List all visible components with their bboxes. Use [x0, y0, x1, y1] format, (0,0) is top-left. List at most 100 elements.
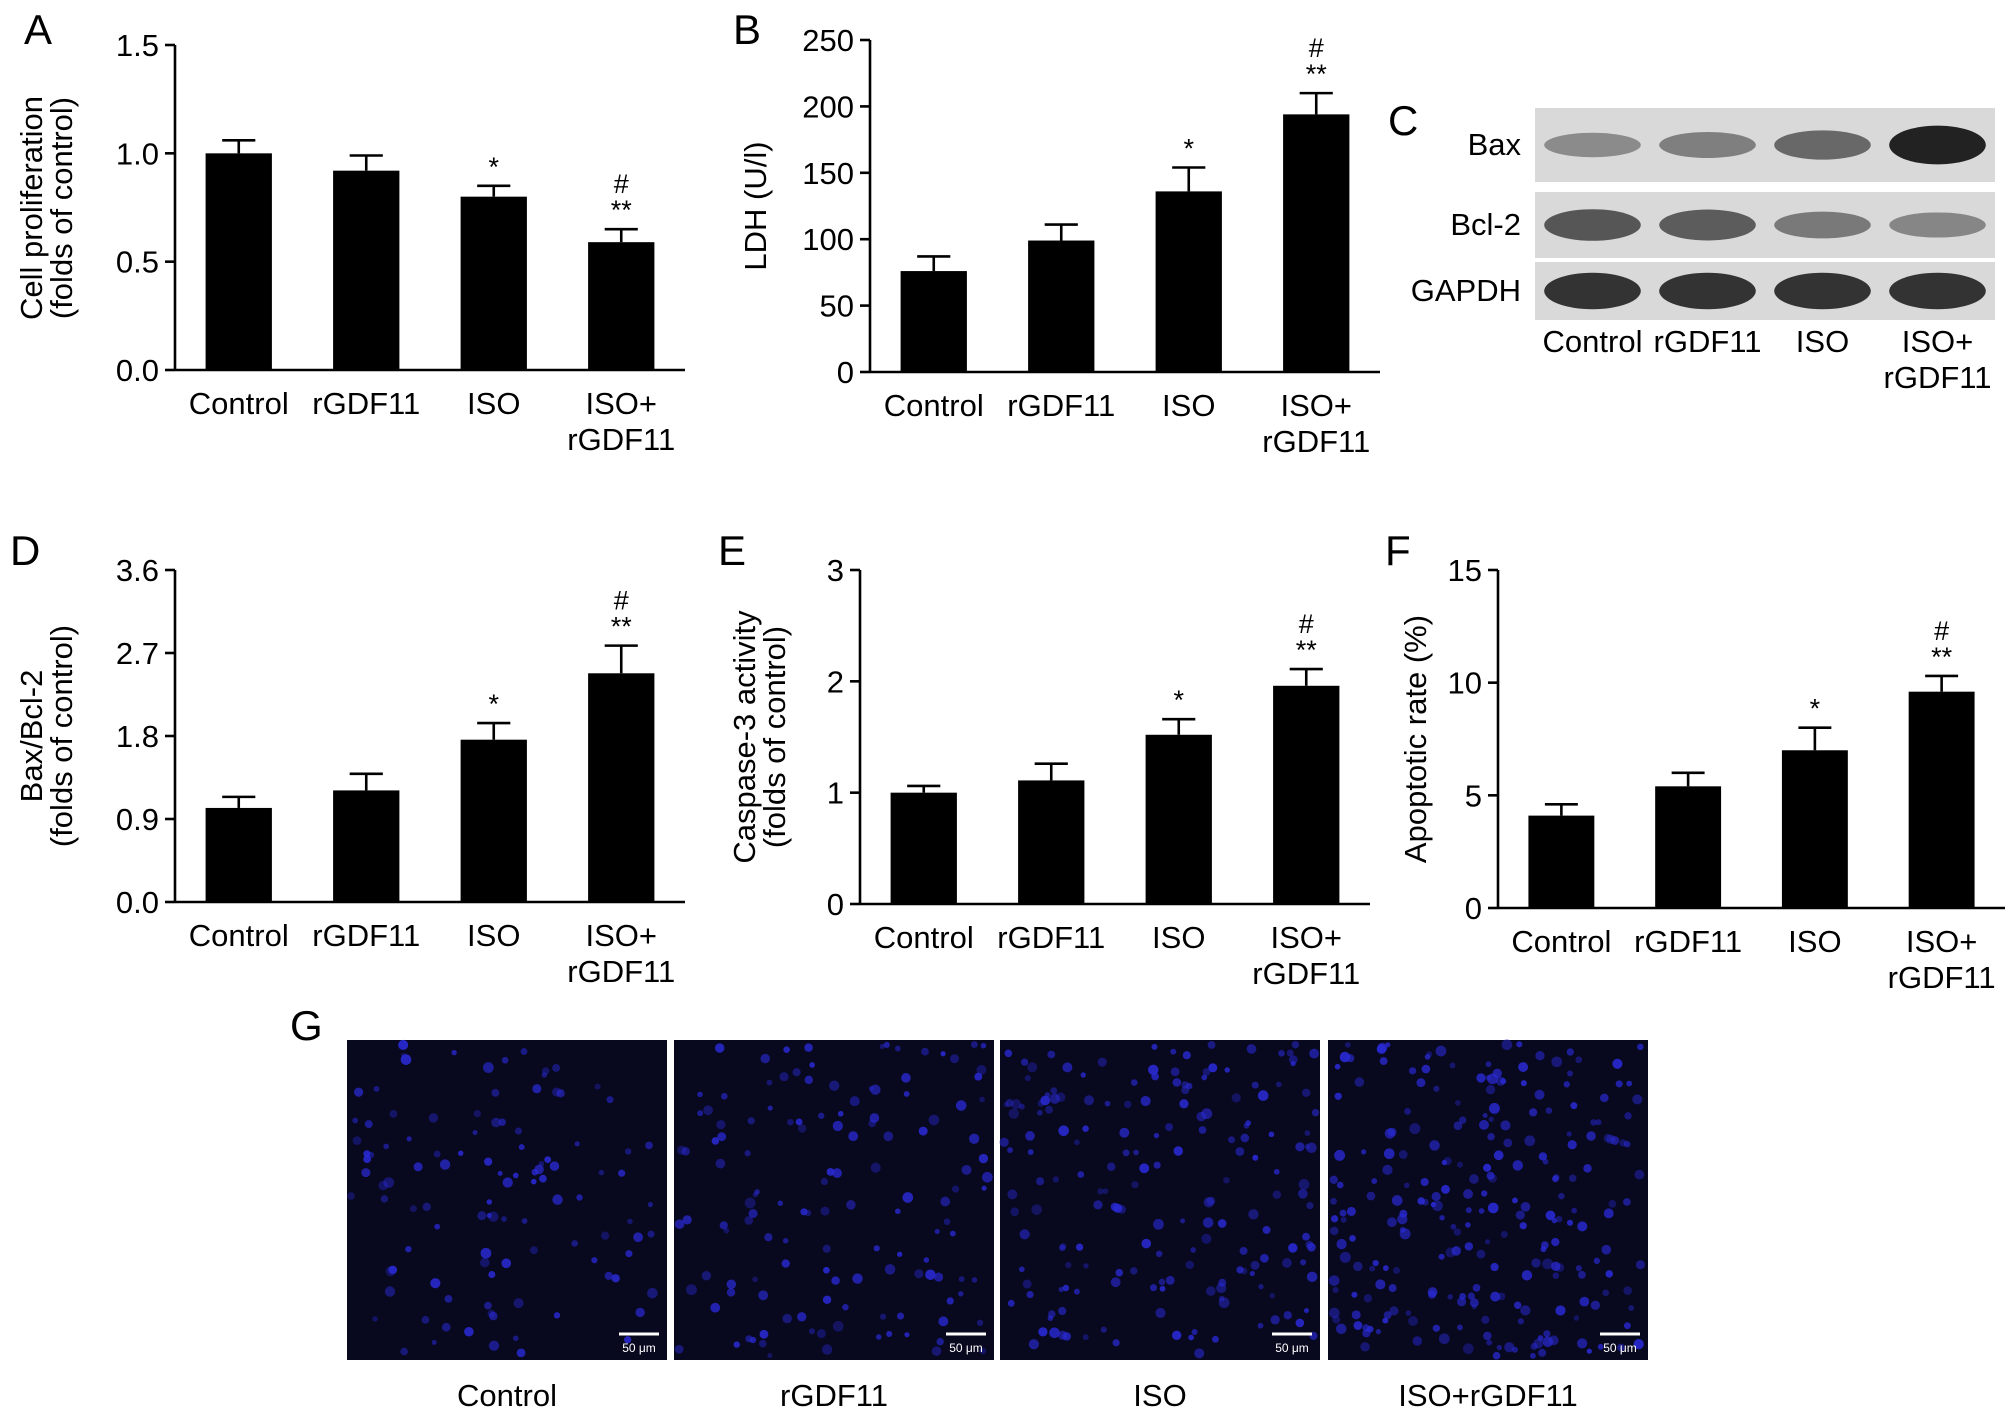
y-tick-label: 150: [802, 156, 854, 191]
nucleus: [1194, 1348, 1205, 1359]
nucleus: [1074, 1139, 1080, 1146]
nucleus: [1047, 1050, 1056, 1059]
nucleus: [552, 1194, 563, 1205]
category-label: rGDF11: [567, 422, 675, 457]
nucleus: [1464, 1242, 1474, 1251]
nucleus: [980, 1042, 987, 1049]
nucleus: [1190, 1247, 1197, 1253]
nucleus: [1483, 1331, 1492, 1341]
nucleus: [674, 1344, 684, 1354]
nucleus: [512, 1335, 519, 1342]
y-tick-label: 0.5: [116, 245, 159, 280]
nucleus: [1122, 1149, 1130, 1157]
bar: [205, 153, 272, 370]
nucleus: [1037, 1109, 1043, 1116]
nucleus: [647, 1230, 655, 1238]
nucleus: [1260, 1253, 1269, 1263]
nucleus: [1533, 1338, 1544, 1349]
nucleus: [1257, 1090, 1269, 1101]
nucleus: [1344, 1041, 1351, 1048]
nucleus: [406, 1136, 412, 1142]
nucleus: [1305, 1240, 1314, 1249]
micrograph-4: 50 μm ISO+rGDF11: [1328, 1039, 1648, 1413]
nucleus: [1612, 1058, 1623, 1069]
nucleus: [1575, 1265, 1582, 1272]
nucleus: [800, 1208, 808, 1216]
nucleus: [1205, 1286, 1216, 1296]
y-tick-label: 5: [1465, 778, 1482, 813]
y-tick-label: 200: [802, 89, 854, 124]
nucleus: [1073, 1288, 1080, 1295]
nucleus: [1328, 1275, 1340, 1286]
nucleus: [544, 1156, 552, 1164]
nucleus: [1490, 1262, 1499, 1272]
nucleus: [1430, 1201, 1437, 1208]
nucleus: [820, 1206, 830, 1216]
nucleus: [1165, 1123, 1174, 1132]
blot-band: [1889, 125, 1986, 165]
micrograph-label: ISO: [1133, 1378, 1186, 1413]
nucleus: [1363, 1294, 1373, 1303]
nucleus: [1038, 1327, 1048, 1337]
nucleus: [697, 1091, 703, 1098]
nucleus: [1518, 1062, 1529, 1072]
nucleus: [1552, 1272, 1560, 1279]
nucleus: [1595, 1119, 1602, 1126]
nucleus: [1201, 1233, 1212, 1244]
nucleus: [826, 1168, 835, 1176]
bar: [1283, 114, 1350, 373]
nucleus: [400, 1054, 412, 1065]
nucleus: [1151, 1043, 1158, 1050]
nucleus: [1605, 1270, 1613, 1278]
micrograph-image: [347, 1040, 667, 1360]
nucleus: [1623, 1140, 1631, 1148]
nucleus: [1272, 1190, 1282, 1199]
nucleus: [1538, 1348, 1547, 1357]
nucleus: [549, 1161, 560, 1171]
nucleus: [1583, 1164, 1592, 1173]
nucleus: [1102, 1188, 1109, 1195]
nucleus: [1028, 1339, 1039, 1350]
nucleus: [1543, 1330, 1551, 1338]
nucleus: [1453, 1121, 1463, 1131]
blot-band: [1544, 132, 1641, 158]
nucleus: [873, 1245, 880, 1252]
nucleus: [1404, 1182, 1410, 1189]
nucleus: [744, 1216, 754, 1225]
nucleus: [441, 1322, 451, 1332]
nucleus: [1058, 1306, 1067, 1316]
nucleus: [400, 1052, 407, 1059]
nucleus: [1303, 1308, 1309, 1314]
nucleus: [792, 1068, 801, 1077]
nucleus: [479, 1257, 490, 1268]
nucleus: [514, 1127, 523, 1135]
nucleus: [1623, 1322, 1631, 1330]
category-label: rGDF11: [1888, 960, 1996, 995]
bar: [1528, 815, 1595, 908]
panel-label-g: G: [290, 1002, 323, 1049]
nucleus: [764, 1233, 773, 1242]
y-tick-label: 1.0: [116, 136, 159, 171]
category-label: rGDF11: [1252, 956, 1360, 991]
nucleus: [1172, 1078, 1182, 1087]
nucleus: [1520, 1305, 1531, 1316]
nucleus: [1467, 1292, 1475, 1300]
nucleus: [1619, 1139, 1627, 1147]
nucleus: [1141, 1238, 1152, 1249]
category-label: rGDF11: [312, 386, 420, 421]
nucleus: [1196, 1111, 1207, 1122]
blot-band: [1544, 209, 1641, 241]
panel-label-d: D: [10, 527, 40, 574]
nucleus: [1375, 1279, 1386, 1290]
nucleus: [1429, 1140, 1440, 1151]
nucleus: [1130, 1079, 1138, 1086]
category-label: Control: [189, 918, 289, 953]
nucleus: [1398, 1150, 1408, 1159]
nucleus: [1050, 1087, 1058, 1095]
bar: [460, 739, 527, 902]
nucleus: [1626, 1080, 1633, 1087]
nucleus: [1500, 1230, 1508, 1238]
nucleus: [444, 1295, 453, 1303]
nucleus: [1153, 1218, 1164, 1230]
